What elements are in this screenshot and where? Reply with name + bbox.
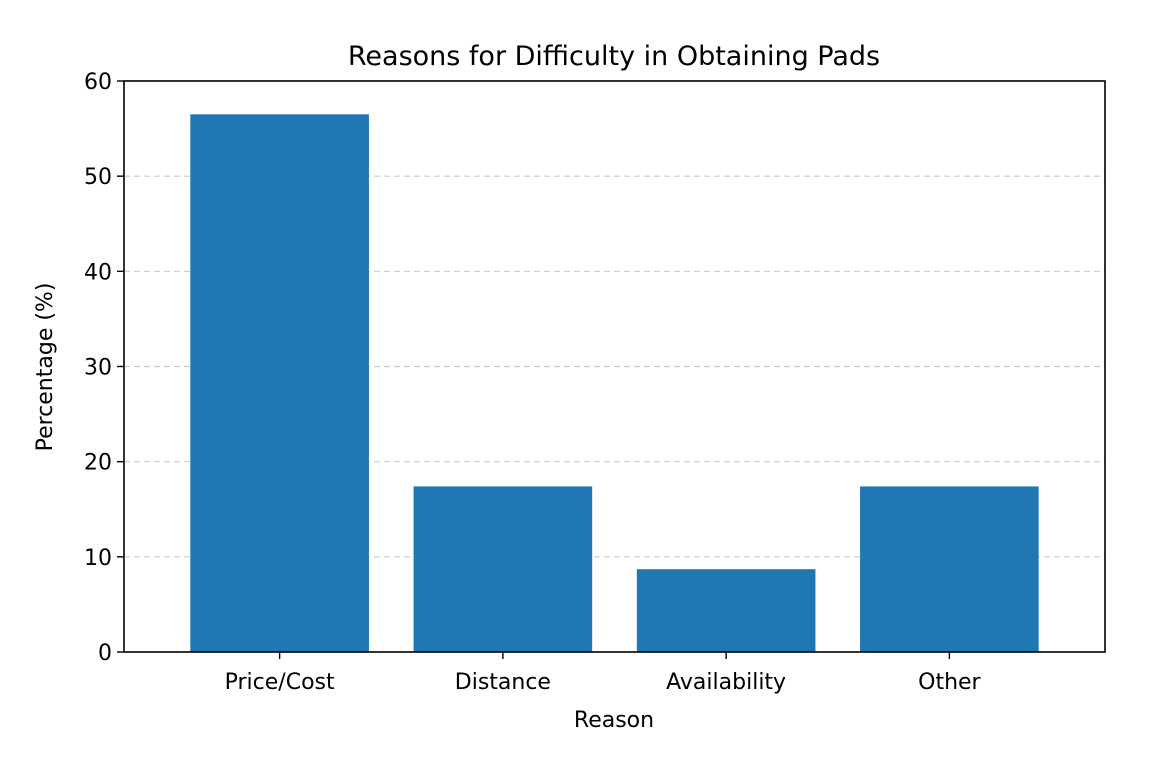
y-tick-label: 50 (84, 165, 112, 190)
bar (190, 114, 369, 652)
x-axis-ticks: Price/Cost Distance Availability Other (225, 652, 982, 695)
bar (860, 486, 1039, 652)
chart-title: Reasons for Difficulty in Obtaining Pads (348, 41, 880, 72)
y-tick-label: 40 (84, 260, 112, 285)
bars (190, 114, 1039, 652)
y-tick-label: 20 (84, 451, 112, 476)
y-tick-label: 30 (84, 356, 112, 381)
bar (413, 486, 593, 652)
y-tick-label: 10 (84, 546, 112, 571)
x-tick-label: Price/Cost (225, 670, 335, 695)
y-axis-ticks: 0 10 20 30 40 50 60 (84, 70, 124, 666)
x-axis-label: Reason (574, 708, 654, 733)
bar (636, 569, 816, 652)
y-tick-label: 0 (98, 641, 112, 666)
plot-area-frame (123, 80, 1106, 653)
x-tick-label: Distance (455, 670, 551, 695)
x-tick-label: Other (918, 670, 981, 695)
y-axis-label: Percentage (%) (33, 283, 58, 452)
y-tick-label: 60 (84, 70, 112, 95)
x-tick-label: Availability (666, 670, 786, 695)
